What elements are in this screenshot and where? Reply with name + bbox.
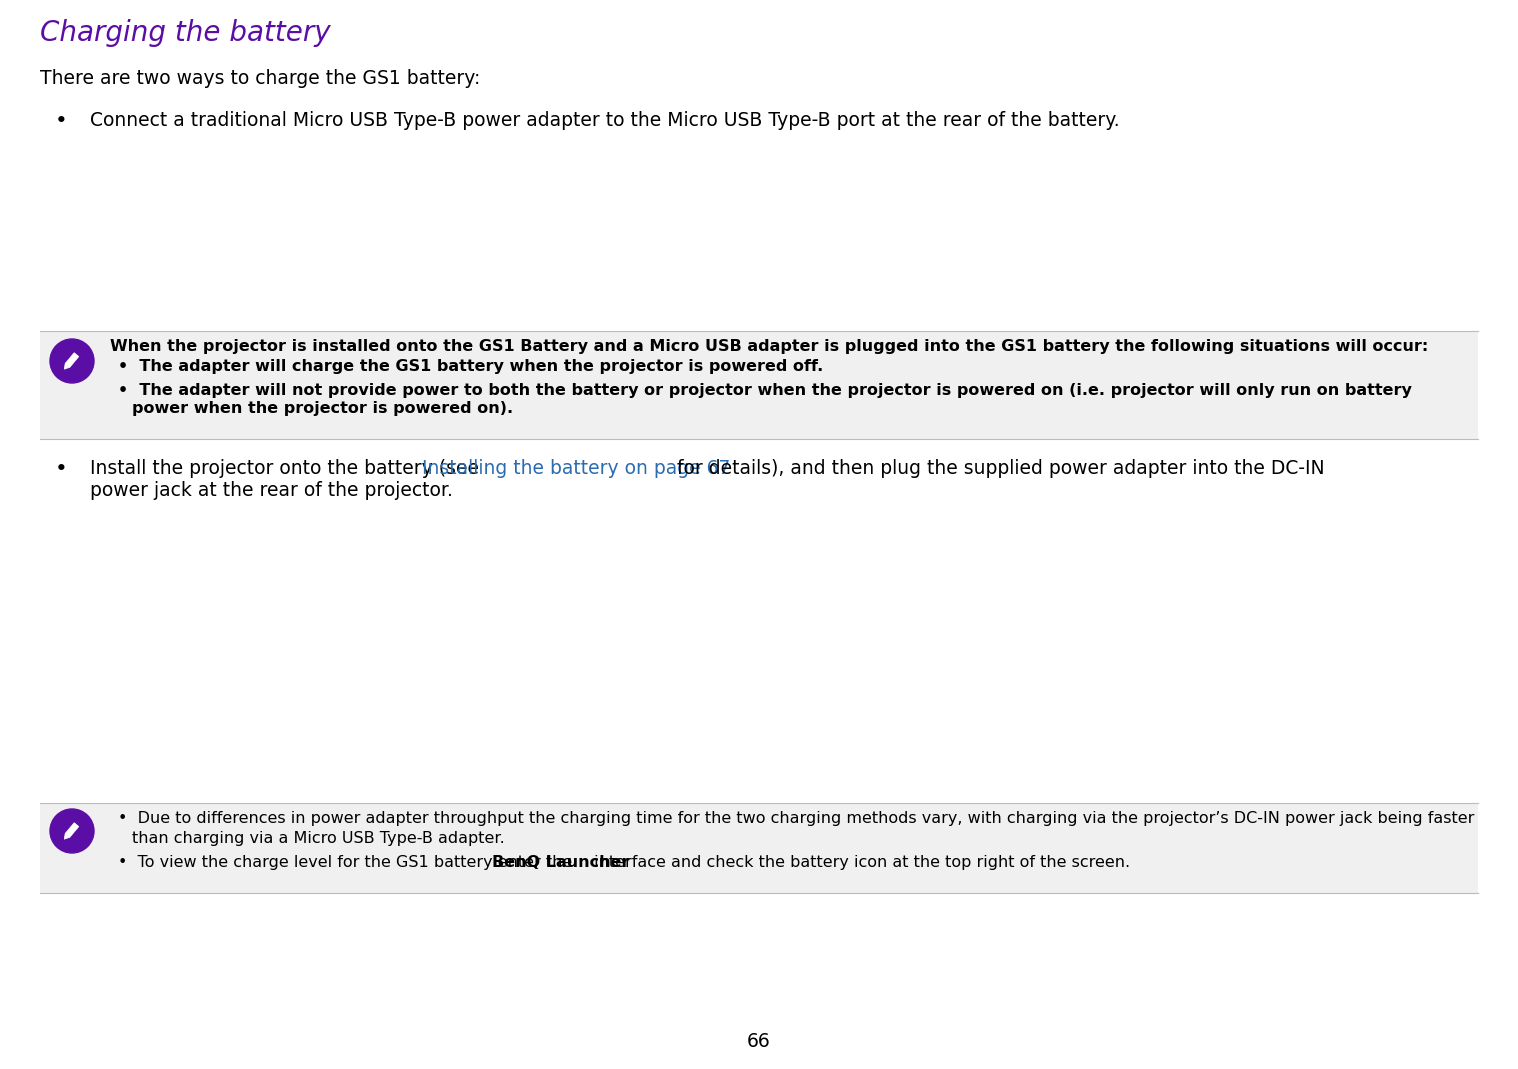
Circle shape bbox=[50, 809, 94, 853]
Bar bbox=[39, 331, 1479, 439]
Bar bbox=[39, 803, 1479, 893]
Text: power jack at the rear of the projector.: power jack at the rear of the projector. bbox=[90, 481, 452, 500]
Text: BenQ Launcher: BenQ Launcher bbox=[492, 855, 630, 870]
Text: •  The adapter will charge the GS1 battery when the projector is powered off.: • The adapter will charge the GS1 batter… bbox=[118, 359, 823, 374]
Text: Installing the battery on page 67: Installing the battery on page 67 bbox=[422, 459, 730, 478]
Text: interface and check the battery icon at the top right of the screen.: interface and check the battery icon at … bbox=[589, 855, 1129, 870]
Text: •  To view the charge level for the GS1 battery enter the: • To view the charge level for the GS1 b… bbox=[118, 855, 577, 870]
Text: than charging via a Micro USB Type-B adapter.: than charging via a Micro USB Type-B ada… bbox=[132, 831, 505, 846]
Text: •: • bbox=[55, 459, 68, 479]
Polygon shape bbox=[65, 823, 79, 837]
Text: for details), and then plug the supplied power adapter into the DC-IN: for details), and then plug the supplied… bbox=[671, 459, 1325, 478]
Circle shape bbox=[50, 339, 94, 383]
Text: •  Due to differences in power adapter throughput the charging time for the two : • Due to differences in power adapter th… bbox=[118, 811, 1474, 826]
Text: 66: 66 bbox=[747, 1032, 771, 1051]
Text: Connect a traditional Micro USB Type-B power adapter to the Micro USB Type-B por: Connect a traditional Micro USB Type-B p… bbox=[90, 111, 1120, 130]
Polygon shape bbox=[64, 834, 70, 839]
Text: Install the projector onto the battery (see: Install the projector onto the battery (… bbox=[90, 459, 484, 478]
Text: When the projector is installed onto the GS1 Battery and a Micro USB adapter is : When the projector is installed onto the… bbox=[109, 339, 1428, 354]
Text: There are two ways to charge the GS1 battery:: There are two ways to charge the GS1 bat… bbox=[39, 69, 480, 88]
Polygon shape bbox=[64, 363, 70, 369]
Text: power when the projector is powered on).: power when the projector is powered on). bbox=[132, 401, 513, 416]
Text: Charging the battery: Charging the battery bbox=[39, 19, 331, 47]
Text: •: • bbox=[55, 111, 68, 131]
Text: •  The adapter will not provide power to both the battery or projector when the : • The adapter will not provide power to … bbox=[118, 383, 1412, 398]
Polygon shape bbox=[65, 353, 79, 368]
